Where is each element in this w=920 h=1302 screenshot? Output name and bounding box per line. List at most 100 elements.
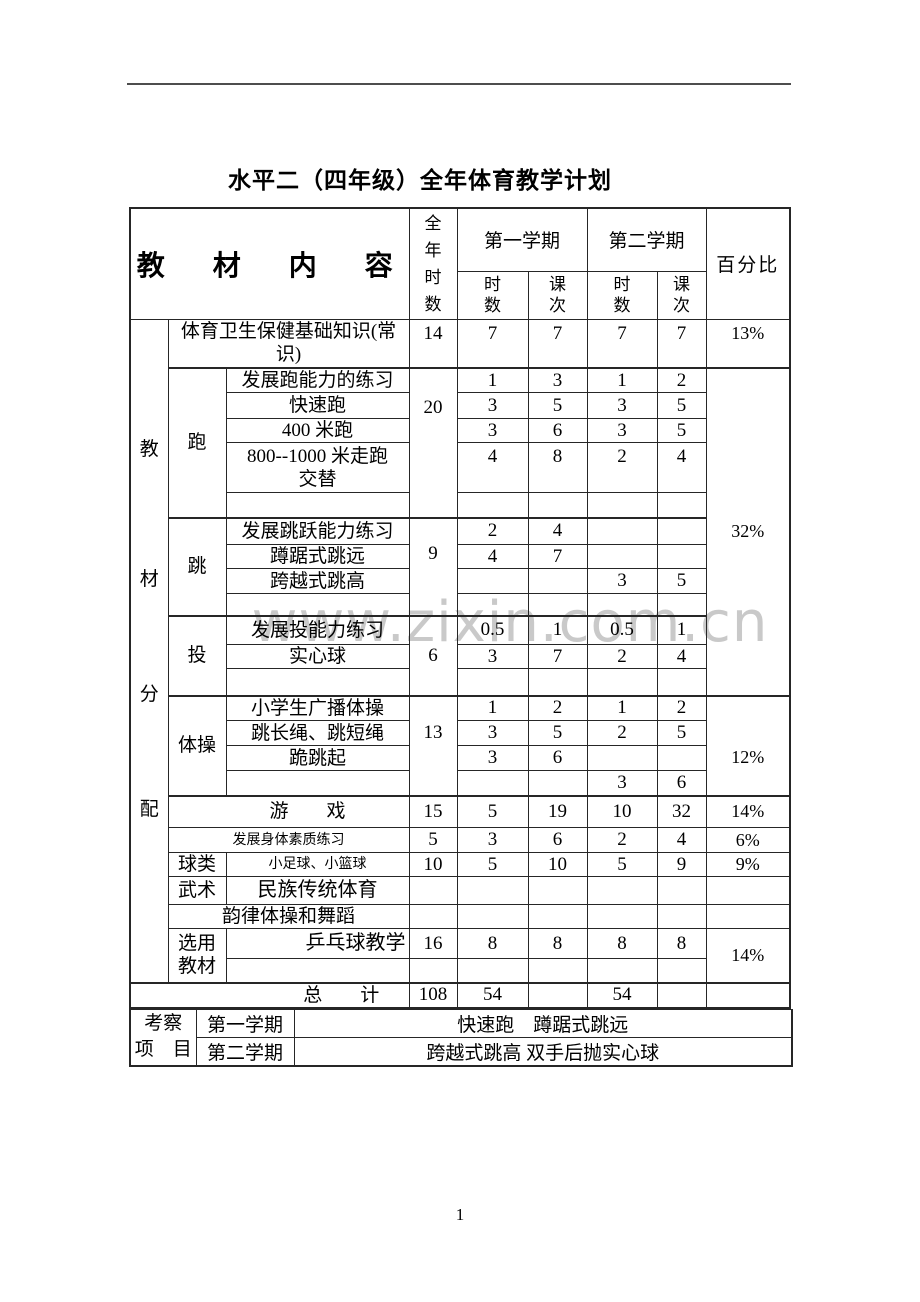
left-label-char: 配: [139, 798, 159, 820]
cell-value: 4: [656, 644, 707, 669]
cell-empty: [586, 492, 658, 518]
header-s2-hours: 时 数: [586, 270, 658, 320]
cell-empty: [705, 981, 791, 1008]
cell-value: 3: [456, 745, 529, 771]
group-throw-annual: 6: [408, 614, 458, 696]
cell-value: 54: [456, 981, 529, 1008]
cell-value: 5: [656, 392, 707, 419]
left-label-char: 材: [139, 568, 159, 590]
row-fitness-annual: 5: [408, 827, 458, 853]
group-gym-annual: 13: [408, 694, 458, 796]
cell-value: 5: [656, 418, 707, 443]
cell-empty: [586, 593, 658, 616]
cell-empty: [527, 770, 588, 796]
group-jump-annual: 9: [408, 516, 458, 616]
cell-value: 3: [456, 827, 529, 853]
cell-value: 5: [586, 852, 658, 877]
cell-value: 2: [656, 694, 707, 721]
pct-game: 14%: [705, 794, 791, 828]
cell-empty: [456, 492, 529, 518]
teaching-plan-table: 教 材 内 容 全 年 时 数 第一学期 第二学期 百分比 时 数 课 次 时 …: [129, 207, 793, 1067]
cell-value: 7: [527, 644, 588, 669]
page-title: 水平二（四年级）全年体育教学计划: [228, 168, 612, 193]
cell-value: 3: [456, 720, 529, 746]
row-run2-name: 快速跑: [225, 392, 410, 419]
cell-value: 32: [656, 794, 707, 828]
cell-empty: [656, 958, 707, 983]
row-run3-name: 400 米跑: [225, 418, 410, 443]
cell-value: 8: [586, 928, 658, 959]
cell-value: 2: [586, 442, 658, 493]
header-annual-hours: 全 年 时 数: [408, 207, 458, 320]
cell-value: 6: [527, 745, 588, 771]
cell-value: 3: [586, 392, 658, 419]
cell-empty: [456, 904, 529, 929]
row-throw2-name: 实心球: [225, 644, 410, 669]
cell-value: 8: [656, 928, 707, 959]
cell-empty: [656, 904, 707, 929]
row-game-annual: 15: [408, 794, 458, 828]
row-total-label: 总 计: [129, 981, 410, 1008]
pct-elective: 14%: [705, 928, 791, 983]
row-run-empty: [225, 492, 410, 518]
exam-items-1: 快速跑 蹲踞式跳远: [293, 1008, 793, 1038]
cell-value: 3: [456, 392, 529, 419]
cell-empty: [656, 593, 707, 616]
row-elective-name: 乒乓球教学: [225, 928, 410, 959]
row-jump3-name: 跨越式跳高: [225, 568, 410, 594]
pct-gym: 12%: [705, 694, 791, 796]
cell-value: 0.5: [456, 614, 529, 645]
cell-value: 4: [656, 827, 707, 853]
page-number: 1: [455, 1205, 465, 1224]
header-content: 教 材 内 容: [129, 207, 410, 320]
header-percentage: 百分比: [705, 207, 791, 320]
cell-empty: [527, 492, 588, 518]
group-gym: 体操: [167, 694, 227, 796]
cell-value: 9: [656, 852, 707, 877]
exam-items-2: 跨越式跳高 双手后抛实心球: [293, 1036, 793, 1066]
row-health-pct: 13%: [705, 318, 791, 369]
cell-empty: [656, 516, 707, 545]
main-table: 教 材 内 容 全 年 时 数 第一学期 第二学期 百分比 时 数 课 次 时 …: [129, 207, 792, 1009]
cell-empty: [527, 958, 588, 983]
pct-run-jump-throw: 32%: [705, 367, 791, 696]
row-ball-name: 小足球、小篮球: [225, 852, 410, 877]
cell-value: 2: [586, 644, 658, 669]
cell-value: 7: [586, 318, 658, 369]
cell-value: 1: [456, 367, 529, 393]
cell-empty: [408, 958, 458, 983]
cell-value: 3: [586, 770, 658, 796]
cell-empty: [586, 745, 658, 771]
group-jump: 跳: [167, 516, 227, 616]
cell-value: 1: [656, 614, 707, 645]
cell-value: 2: [656, 367, 707, 393]
cell-value: 2: [527, 694, 588, 721]
cell-empty: [586, 516, 658, 545]
row-gym3-name: 跪跳起: [225, 745, 410, 771]
cell-empty: [527, 876, 588, 905]
exam-label: 考察 项 目: [129, 1008, 197, 1066]
cell-value: 10: [527, 852, 588, 877]
exam-table: 考察 项 目 第一学期 快速跑 蹲踞式跳远 第二学期 跨越式跳高 双手后抛实心球: [129, 1008, 793, 1067]
row-rhythm-name: 韵律体操和舞蹈: [167, 904, 410, 929]
cell-empty: [586, 544, 658, 569]
row-wushu-name: 民族传统体育: [225, 876, 410, 905]
group-elective: 选用 教材: [167, 928, 227, 983]
row-ball-annual: 10: [408, 852, 458, 877]
cell-empty: [408, 904, 458, 929]
cell-value: 19: [527, 794, 588, 828]
cell-value: 7: [527, 318, 588, 369]
exam-term-1: 第一学期: [195, 1008, 295, 1038]
cell-value: 3: [586, 568, 658, 594]
cell-empty: [656, 981, 707, 1008]
cell-empty: [456, 668, 529, 696]
header-rule: [127, 83, 791, 85]
cell-value: 54: [586, 981, 658, 1008]
left-label-char: 分: [139, 683, 159, 705]
cell-empty: [586, 958, 658, 983]
cell-empty: [586, 668, 658, 696]
group-ball: 球类: [167, 852, 227, 877]
row-gym-empty: [225, 770, 410, 796]
row-elective-empty: [225, 958, 410, 983]
header-semester1: 第一学期: [456, 207, 588, 272]
